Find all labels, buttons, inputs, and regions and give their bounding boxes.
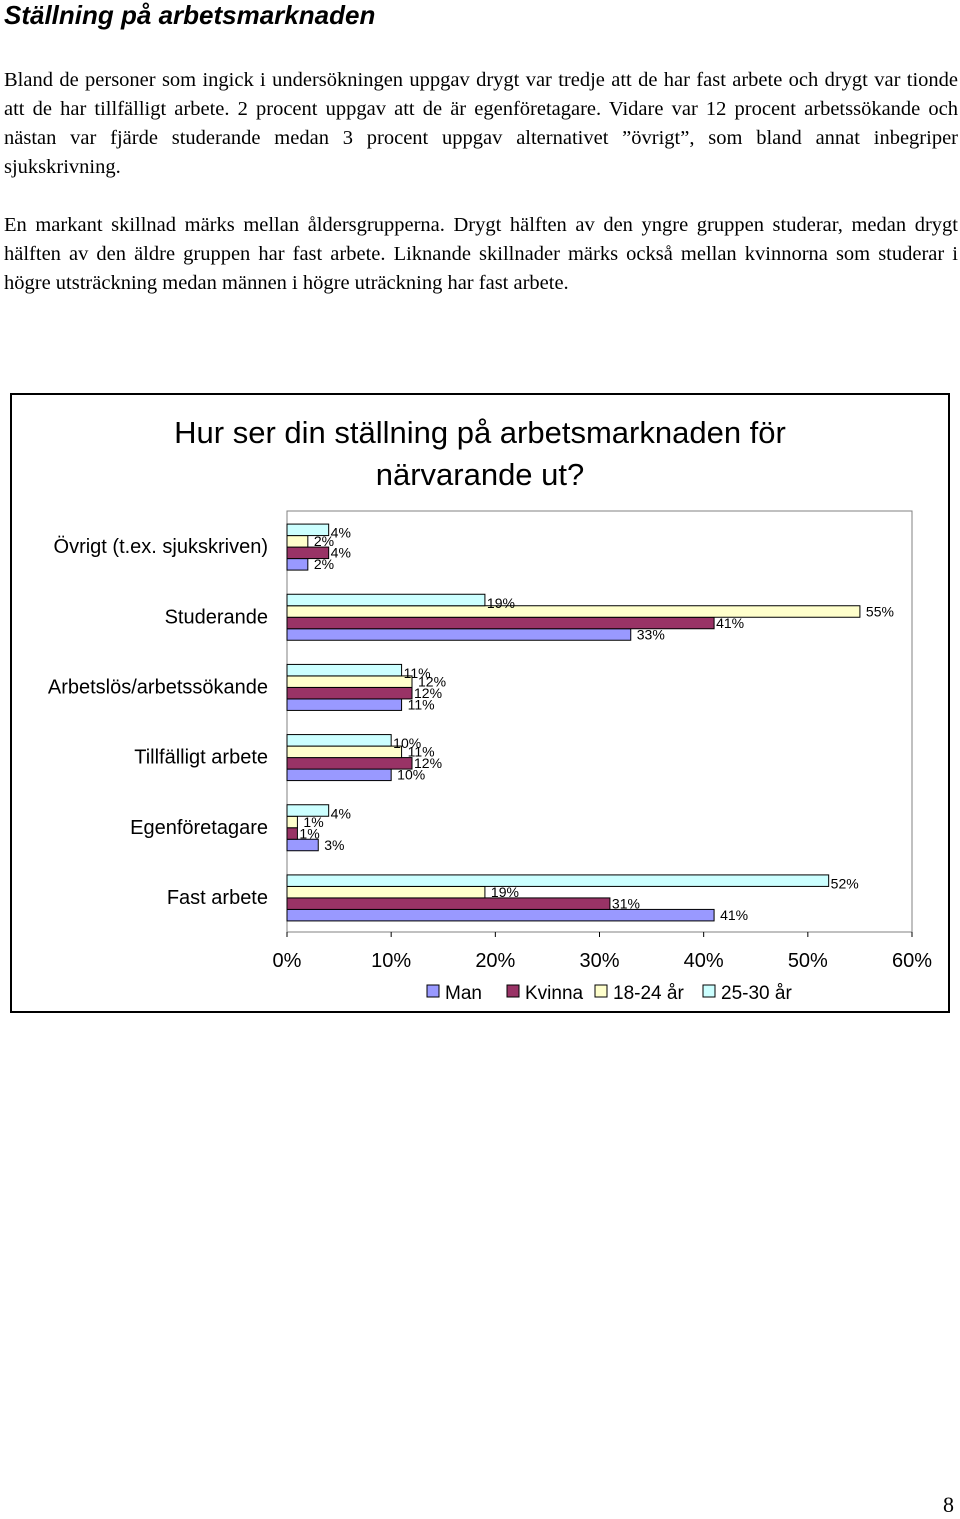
chart-title: Hur ser din ställning på arbetsmarknaden… [0, 412, 960, 496]
value-label: 41% [720, 907, 748, 923]
plot-area [286, 510, 913, 933]
legend-label: 25-30 år [721, 983, 792, 1004]
bar [286, 686, 413, 700]
value-label: 31% [612, 895, 640, 911]
legend-swatch [594, 984, 608, 998]
category-label: Egenföretagare [130, 817, 268, 839]
bar [286, 663, 403, 677]
legend-swatch [506, 984, 520, 998]
value-label: 19% [487, 595, 515, 611]
legend-swatch [426, 984, 440, 998]
bar [286, 675, 413, 688]
x-tick-label: 10% [371, 950, 411, 972]
paragraph-2: En markant skillnad märks mellan åldersg… [4, 214, 958, 294]
legend-label: 18-24 år [613, 983, 684, 1004]
value-label: 10% [397, 767, 425, 783]
category-label: Tillfälligt arbete [134, 747, 268, 769]
bar [286, 838, 319, 852]
value-label: 41% [716, 615, 744, 631]
category-label: Studerande [165, 606, 268, 628]
bar [286, 698, 403, 711]
value-label: 52% [831, 875, 859, 891]
value-label: 10% [393, 735, 421, 751]
value-label: 11% [408, 744, 435, 760]
paragraph-1: Bland de personer som ingick i undersökn… [4, 69, 958, 178]
value-label: 3% [324, 837, 344, 853]
chart-title-line-1: Hur ser din ställning på arbetsmarknaden… [174, 415, 786, 450]
section-title: Ställning på arbetsmarknaden [4, 0, 376, 30]
bar [286, 885, 486, 899]
chart-title-line-2: närvarande ut? [375, 457, 585, 492]
legend-swatch [702, 984, 716, 998]
bar [286, 605, 861, 618]
bar [286, 804, 330, 817]
bar [286, 897, 611, 910]
bar [286, 558, 309, 571]
bar [286, 734, 392, 747]
chart-frame [10, 393, 950, 1013]
value-label: 12% [418, 673, 446, 689]
value-label: 12% [414, 755, 442, 771]
bar [286, 616, 715, 630]
x-tick-label: 60% [892, 950, 932, 972]
value-label: 12% [414, 685, 442, 701]
value-label: 2% [314, 556, 334, 572]
value-label: 11% [404, 665, 431, 681]
bar [286, 757, 413, 770]
x-tick-label: 40% [684, 950, 724, 972]
value-label: 1% [303, 814, 323, 830]
value-label: 11% [408, 696, 435, 712]
bar [286, 908, 715, 922]
legend-label: Kvinna [525, 983, 584, 1004]
x-tick-label: 50% [788, 950, 828, 972]
page-number: 8 [943, 1492, 954, 1517]
x-tick-label: 0% [273, 950, 302, 972]
category-label: Fast arbete [167, 887, 268, 909]
category-label: Övrigt (t.ex. sjukskriven) [54, 536, 268, 558]
value-label: 19% [491, 884, 519, 900]
value-label: 1% [299, 825, 319, 841]
bar [286, 523, 330, 537]
bar [286, 628, 632, 641]
value-label: 4% [331, 525, 351, 541]
bar [286, 768, 392, 782]
bar [286, 745, 403, 759]
legend-label: Man [445, 983, 482, 1004]
bar [286, 535, 309, 548]
value-label: 4% [331, 805, 351, 821]
x-tick-label: 30% [579, 950, 619, 972]
value-label: 33% [637, 626, 665, 642]
bar [286, 815, 298, 829]
bar [286, 827, 298, 840]
value-label: 2% [314, 533, 334, 549]
value-label: 4% [331, 545, 351, 561]
x-tick-label: 20% [475, 950, 515, 972]
bar [286, 593, 486, 607]
value-label: 55% [866, 603, 894, 619]
bar [286, 874, 830, 887]
category-label: Arbetslös/arbetssökande [48, 676, 268, 698]
